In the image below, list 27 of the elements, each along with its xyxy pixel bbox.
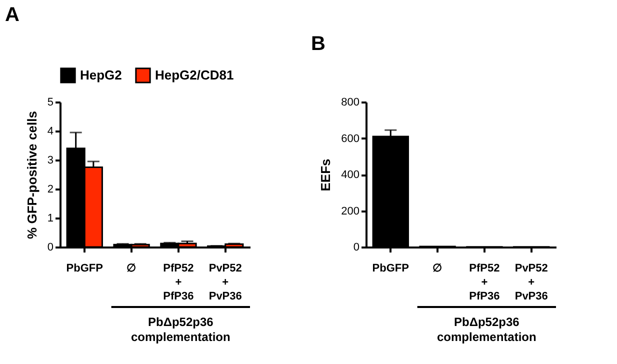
y-axis-title: % GFP-positive cells [24, 111, 40, 239]
x-tick-label: PvP52 + PvP36 [514, 262, 548, 302]
y-tick-label: 200 [341, 205, 360, 218]
x-tick-label: ∅ [432, 262, 443, 274]
x-tick-label: PbGFP [66, 262, 103, 274]
y-tick-label: 600 [341, 132, 360, 145]
y-tick-label: 2 [47, 184, 54, 196]
y-tick-label: 0 [353, 242, 360, 254]
x-tick-label: PfP52 + PfP36 [163, 262, 194, 302]
y-axis-title: EEFs [318, 158, 334, 192]
x-tick-label: ∅ [126, 262, 137, 274]
legend-label: HepG2/CD81 [155, 67, 234, 82]
text: PbΔp52p36 complementation [130, 315, 230, 344]
y-tick-label: 800 [341, 96, 360, 108]
y-tick-label: 0 [47, 242, 54, 254]
chart-title: B [311, 33, 326, 55]
x-tick-label: PfP52 + PfP36 [469, 262, 500, 302]
y-tick-label: 4 [47, 126, 54, 138]
x-tick-label: PvP52 + PvP36 [208, 262, 242, 302]
y-tick-label: 5 [47, 96, 54, 108]
y-tick-label: 400 [341, 169, 360, 181]
y-tick-label: 1 [47, 212, 54, 224]
chart-title: A [5, 4, 20, 26]
x-tick-label: PbGFP [372, 262, 409, 274]
legend-label: HepG2 [80, 67, 122, 82]
y-tick-label: 3 [47, 154, 54, 166]
text: PbΔp52p36 complementation [436, 315, 536, 344]
